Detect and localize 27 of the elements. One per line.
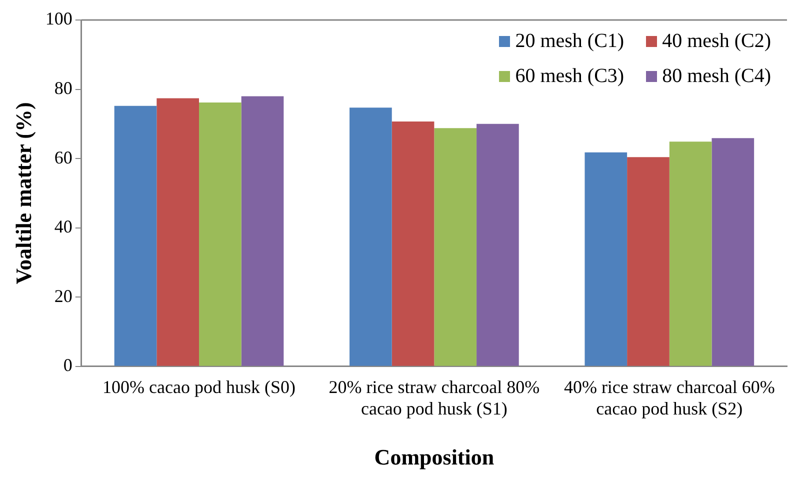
- bar: [476, 124, 519, 366]
- x-tick-label: 20% rice straw charcoal 80% cacao pod husk (S1): [328, 376, 540, 419]
- bar: [350, 108, 392, 366]
- y-tick-label: 100: [45, 8, 72, 29]
- y-tick-label: 20: [54, 286, 72, 306]
- y-tick-label: 80: [54, 78, 72, 98]
- bar: [392, 121, 434, 366]
- bar: [627, 157, 670, 366]
- bar: [669, 142, 712, 366]
- y-tick-label: 60: [54, 147, 72, 168]
- legend-label: 80 mesh (C4): [662, 65, 771, 88]
- bar: [199, 102, 242, 366]
- legend-label: 20 mesh (C1): [515, 30, 624, 53]
- x-tick-label: 40% rice straw charcoal 60% cacao pod husk (S2): [564, 376, 775, 419]
- bar: [584, 152, 628, 366]
- bar: [241, 96, 284, 366]
- y-tick-label: 40: [54, 216, 72, 237]
- x-axis-title: Composition: [374, 444, 494, 470]
- x-tick-label: 100% cacao pod husk (S0): [102, 376, 296, 397]
- y-axis-title: Voaltile matter (%): [10, 102, 36, 284]
- y-tick-label: 0: [63, 355, 72, 376]
- legend-label: 60 mesh (C3): [515, 65, 624, 88]
- bar: [434, 128, 477, 366]
- legend-label: 40 mesh (C2): [662, 30, 771, 53]
- bar: [712, 138, 754, 366]
- bar: [114, 106, 157, 366]
- bar: [156, 98, 199, 366]
